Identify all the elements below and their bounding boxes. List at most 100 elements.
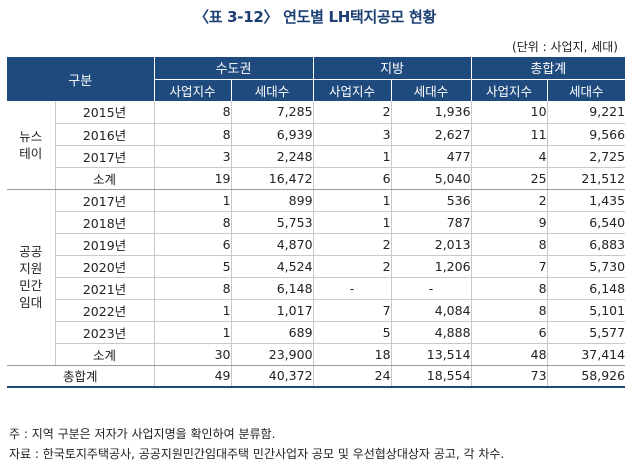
table-cell: 8	[153, 211, 232, 234]
table-cell: 477	[390, 145, 472, 168]
section-label-line: 공공	[19, 244, 43, 259]
row-label: 2019년	[54, 233, 155, 256]
table-cell: 6	[153, 233, 232, 256]
section-label-line: 뉴스	[19, 128, 43, 144]
table-cell: 8	[153, 277, 232, 300]
subtotal-row: 소계 30 23,900 18 13,514 48 37,414	[7, 343, 626, 366]
header-sub: 사업지수	[470, 78, 548, 101]
table-row: 2016년 8 6,939 3 2,627 11 9,566	[7, 123, 626, 146]
table-cell: 49	[153, 365, 232, 388]
table-cell: 1	[312, 189, 392, 212]
table-cell: 6,148	[546, 277, 626, 300]
row-label: 소계	[54, 343, 155, 366]
table-cell: 2	[312, 255, 392, 278]
notes: 주 : 지역 구분은 저자가 사업지명을 확인하여 분류함. 자료 : 한국토지…	[9, 424, 504, 464]
table-cell: 1,206	[390, 255, 472, 278]
table-cell: 2	[470, 189, 548, 212]
table-cell: 5	[312, 321, 392, 344]
table-cell: 1,017	[230, 299, 314, 322]
table-cell: 8	[470, 277, 548, 300]
table-row: 2021년 8 6,148- -8 6,148	[7, 277, 626, 300]
table-row: 뉴스 테이 2015년 8 7,285 2 1,936 10 9,221	[7, 101, 626, 190]
table-row: 2020년 5 4,524 2 1,206 7 5,730	[7, 255, 626, 278]
table-cell: 11	[470, 123, 548, 146]
table-cell: 7	[470, 255, 548, 278]
table-cell: 48	[470, 343, 548, 366]
table-cell: 23,900	[230, 343, 314, 366]
table-cell: 7	[312, 299, 392, 322]
table-cell: 6	[470, 321, 548, 344]
table-cell: 24	[312, 365, 392, 388]
note-source: 자료 : 한국토지주택공사, 공공지원민간임대주택 민간사업자 공모 및 우선협…	[9, 447, 505, 461]
header-sub: 세대수	[390, 78, 472, 101]
table-cell: 1,936	[390, 101, 472, 124]
table-cell: 2	[312, 101, 392, 124]
table-cell: 9	[470, 211, 548, 234]
table-row: 2018년 8 5,753 1 787 9 6,540	[7, 211, 626, 234]
table-cell: 40,372	[230, 365, 314, 388]
table-cell: 5,577	[546, 321, 626, 344]
table-cell: 6	[312, 167, 392, 190]
table-cell: 899	[230, 189, 314, 212]
table-cell: 4,870	[230, 233, 314, 256]
row-label: 2017년	[54, 189, 155, 212]
subtotal-row: 소계 19 16,472 6 5,040 25 21,512	[7, 167, 626, 190]
unit-note: (단위 : 사업지, 세대)	[512, 40, 618, 54]
table-cell: 4,084	[390, 299, 472, 322]
table-cell: 4,524	[230, 255, 314, 278]
table-cell: 25	[470, 167, 548, 190]
table-cell: 19	[153, 167, 232, 190]
header-category: 구분	[7, 57, 155, 101]
section-label-line: 지원	[19, 261, 43, 276]
table-row: 2017년 3 2,248 1 477 4 2,725	[7, 145, 626, 168]
row-label: 2023년	[54, 321, 155, 344]
table-cell: 6,148	[230, 277, 314, 300]
table-cell: 10	[470, 101, 548, 124]
table-cell: 5,040	[390, 167, 472, 190]
table-cell: 5,101	[546, 299, 626, 322]
table-cell: 18	[312, 343, 392, 366]
row-label: 소계	[54, 167, 155, 190]
data-table: 구분 수도권 지방 총합계 사업지수 세대수 사업지수 세대수 사업지수 세대수…	[7, 57, 626, 388]
table-cell: 689	[230, 321, 314, 344]
row-label: 2017년	[54, 145, 155, 168]
table-cell: 2,725	[546, 145, 626, 168]
table-title: 〈표 3-12〉 연도별 LH택지공모 현황	[194, 8, 436, 26]
table-cell: 5	[153, 255, 232, 278]
grand-total-row: 총합계 49 40,372 24 18,554 73 58,926	[7, 365, 626, 388]
table-cell: 8	[153, 123, 232, 146]
section-label-line: 민간	[19, 278, 43, 293]
table-cell: 6,883	[546, 233, 626, 256]
header-sub: 사업지수	[312, 78, 392, 101]
section-label-line: 테이	[19, 145, 43, 161]
table-cell: 6,939	[230, 123, 314, 146]
table-cell: 9,221	[546, 101, 626, 124]
table-cell: 1	[153, 321, 232, 344]
table-cell: 2	[312, 233, 392, 256]
row-label: 2016년	[54, 123, 155, 146]
table-cell: 4,888	[390, 321, 472, 344]
table-cell: -	[390, 277, 472, 300]
table-cell: 1	[153, 299, 232, 322]
table-cell: 3	[312, 123, 392, 146]
table-cell: 6,540	[546, 211, 626, 234]
table-cell: 2,013	[390, 233, 472, 256]
section-label: 뉴스 테이	[7, 101, 55, 190]
table-cell: 21,512	[546, 167, 626, 190]
header-group-region: 지방	[312, 57, 472, 79]
table-row: 2023년 1 689 5 4,888 6 5,577	[7, 321, 626, 344]
table-cell: 4	[470, 145, 548, 168]
table-cell: 58,926	[546, 365, 626, 388]
table-cell: 30	[153, 343, 232, 366]
table-cell: 13,514	[390, 343, 472, 366]
table-cell: 8	[470, 233, 548, 256]
section-label: 공공 지원 민간 임대	[7, 189, 55, 366]
table-cell: 5,753	[230, 211, 314, 234]
grand-total-label: 총합계	[7, 365, 155, 388]
header-sub: 사업지수	[153, 78, 232, 101]
row-label: 2022년	[54, 299, 155, 322]
header-group-total: 총합계	[470, 57, 626, 79]
note-remark: 주 : 지역 구분은 저자가 사업지명을 확인하여 분류함.	[9, 427, 276, 441]
table-cell: 18,554	[390, 365, 472, 388]
table-cell: 8	[153, 101, 232, 124]
